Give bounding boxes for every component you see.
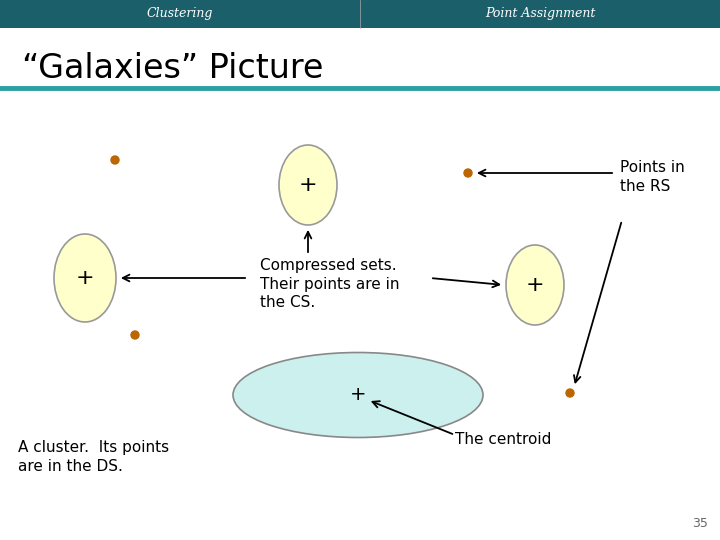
Text: 35: 35 bbox=[692, 517, 708, 530]
Ellipse shape bbox=[233, 353, 483, 437]
Bar bbox=[0, 0, 720, 28]
Ellipse shape bbox=[279, 145, 337, 225]
Text: Point Assignment: Point Assignment bbox=[485, 8, 595, 21]
Text: “Galaxies” Picture: “Galaxies” Picture bbox=[22, 51, 323, 84]
Circle shape bbox=[111, 156, 119, 164]
Text: +: + bbox=[299, 175, 318, 195]
Ellipse shape bbox=[54, 234, 116, 322]
Text: The centroid: The centroid bbox=[455, 432, 552, 447]
Circle shape bbox=[464, 169, 472, 177]
Text: +: + bbox=[350, 386, 366, 404]
Text: A cluster.  Its points
are in the DS.: A cluster. Its points are in the DS. bbox=[18, 440, 169, 474]
Circle shape bbox=[566, 389, 574, 397]
Ellipse shape bbox=[506, 245, 564, 325]
Text: Points in
the RS: Points in the RS bbox=[620, 160, 685, 194]
Circle shape bbox=[131, 331, 139, 339]
Text: +: + bbox=[526, 275, 544, 295]
Text: Clustering: Clustering bbox=[147, 8, 213, 21]
Text: +: + bbox=[76, 268, 94, 288]
Text: Compressed sets.
Their points are in
the CS.: Compressed sets. Their points are in the… bbox=[260, 258, 400, 310]
